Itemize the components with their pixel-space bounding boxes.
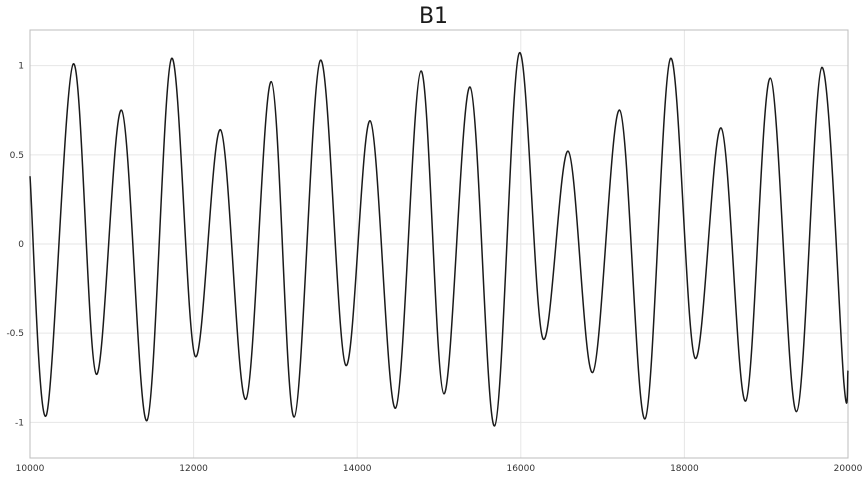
x-tick-label: 18000 <box>670 464 699 474</box>
x-tick-label: 12000 <box>179 464 208 474</box>
plot-area-frame <box>29 29 849 459</box>
x-tick-label: 10000 <box>16 464 45 474</box>
x-tick-label: 14000 <box>343 464 372 474</box>
y-tick-label: -1 <box>15 418 24 428</box>
tick-labels: 10000 12000 14000 16000 18000 20000 1 0.5 0 -0.5 -… <box>6 62 862 474</box>
series-line <box>29 52 849 427</box>
x-tick-label: 16000 <box>506 464 535 474</box>
chart-title: B1 <box>418 4 449 29</box>
series-layer <box>29 52 849 427</box>
y-tick-label: 0 <box>18 240 24 250</box>
y-tick-label: -0.5 <box>6 329 24 339</box>
y-tick-label: 1 <box>18 62 24 72</box>
y-tick-label: 0.5 <box>10 151 24 161</box>
grid-lines <box>29 30 849 458</box>
x-tick-label: 20000 <box>834 464 863 474</box>
